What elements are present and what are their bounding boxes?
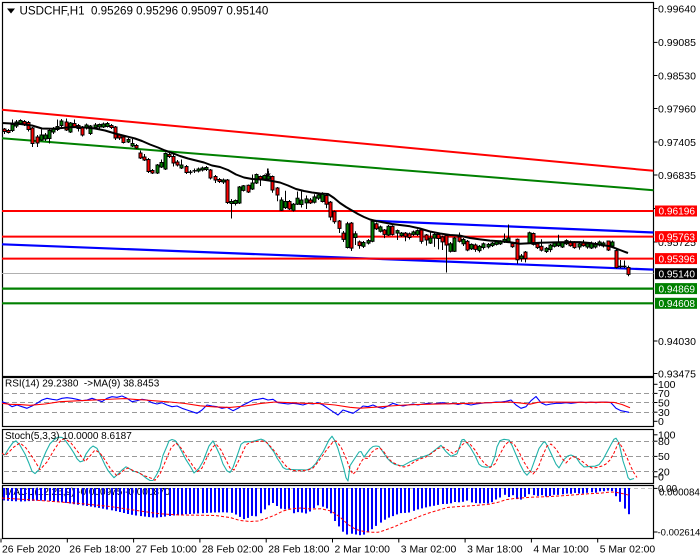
svg-text:0.99640: 0.99640 (658, 3, 696, 15)
svg-text:USDCHF,H1 0.95269 0.95296 0.9: USDCHF,H1 0.95269 0.95296 0.95097 0.9514… (20, 5, 269, 18)
svg-text:0.96196: 0.96196 (659, 207, 696, 218)
svg-text:80: 80 (658, 436, 670, 448)
svg-text:0.93475: 0.93475 (658, 368, 696, 380)
svg-text:30: 30 (658, 407, 670, 419)
svg-text:0.94608: 0.94608 (659, 299, 696, 310)
svg-text:0.00: 0.00 (658, 484, 678, 495)
svg-text:100: 100 (658, 379, 676, 391)
svg-text:50: 50 (658, 397, 670, 409)
svg-text:0: 0 (658, 416, 664, 428)
svg-text:70: 70 (658, 388, 670, 400)
svg-text:4 Mar 10:00: 4 Mar 10:00 (533, 544, 589, 555)
svg-text:50: 50 (658, 451, 670, 463)
svg-text:0.97405: 0.97405 (658, 137, 696, 149)
svg-text:0.000084: 0.000084 (659, 487, 700, 498)
svg-text:26 Feb 18:00: 26 Feb 18:00 (69, 544, 130, 555)
svg-text:28 Feb 02:00: 28 Feb 02:00 (202, 544, 263, 555)
svg-text:100: 100 (658, 430, 676, 442)
svg-text:0.94030: 0.94030 (658, 336, 696, 348)
svg-text:3 Mar 18:00: 3 Mar 18:00 (467, 544, 523, 555)
svg-text:0.98530: 0.98530 (658, 70, 696, 82)
svg-text:0.95396: 0.95396 (659, 254, 696, 265)
svg-text:-0.002614: -0.002614 (658, 527, 700, 538)
svg-text:2 Mar 10:00: 2 Mar 10:00 (335, 544, 391, 555)
svg-text:0: 0 (658, 472, 664, 484)
svg-text:20: 20 (658, 467, 670, 479)
svg-text:0.94869: 0.94869 (659, 284, 696, 295)
svg-text:3 Mar 02:00: 3 Mar 02:00 (401, 544, 457, 555)
svg-text:0.95140: 0.95140 (659, 269, 696, 280)
svg-text:RSI(14) 29.2380 ->MA(9) 38.84: RSI(14) 29.2380 ->MA(9) 38.8453 (5, 379, 160, 390)
svg-text:0.96835: 0.96835 (658, 170, 696, 182)
svg-text:27 Feb 10:00: 27 Feb 10:00 (136, 544, 197, 555)
svg-text:0.95763: 0.95763 (659, 232, 696, 243)
svg-text:Stoch(5,3,3) 10.0000 8.6187: Stoch(5,3,3) 10.0000 8.6187 (5, 431, 132, 442)
svg-text:28 Feb 18:00: 28 Feb 18:00 (268, 544, 329, 555)
svg-text:26 Feb 2020: 26 Feb 2020 (2, 544, 61, 555)
svg-text:0.97960: 0.97960 (658, 103, 696, 115)
svg-text:5 Mar 02:00: 5 Mar 02:00 (600, 544, 656, 555)
svg-text:0.99085: 0.99085 (658, 37, 696, 49)
